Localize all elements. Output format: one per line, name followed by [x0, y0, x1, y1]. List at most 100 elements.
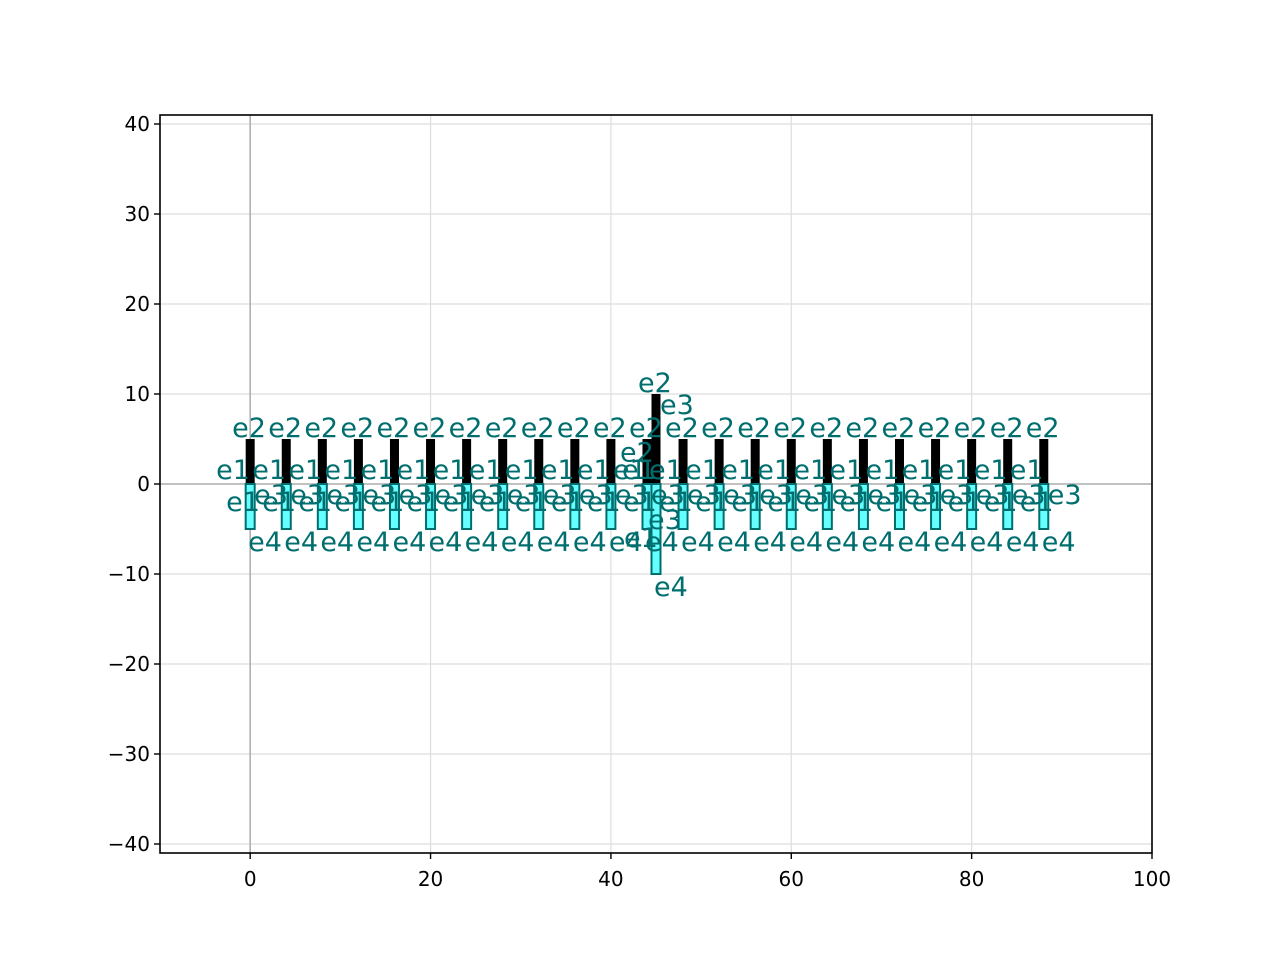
- label-e2: e2: [413, 413, 447, 444]
- label-e4: e4: [609, 527, 643, 558]
- label-e4: e4: [717, 527, 751, 558]
- label-e1: e1: [515, 487, 549, 518]
- lower-bar: [533, 483, 545, 530]
- label-e1: e1: [685, 455, 719, 486]
- label-e3: e3: [398, 480, 432, 511]
- label-e1: e1: [334, 487, 368, 518]
- label-e1: e1: [731, 487, 765, 518]
- label-e3: e3: [362, 480, 396, 511]
- label-e3: e3: [471, 480, 505, 511]
- label-e1: e1: [469, 455, 503, 486]
- label-e1: e1: [902, 455, 936, 486]
- lower-bar: [650, 483, 662, 575]
- label-e2: e2: [990, 413, 1024, 444]
- label-e1: e1: [875, 487, 909, 518]
- upper-bar: [426, 439, 436, 484]
- lower-bar: [857, 483, 869, 530]
- x-tick-label: 40: [598, 867, 623, 891]
- lower-bar: [280, 483, 292, 530]
- label-e1: e1: [984, 487, 1018, 518]
- upper-bar: [822, 439, 832, 484]
- y-tick-label: 10: [125, 382, 150, 406]
- label-e1: e1: [757, 455, 791, 486]
- label-e4: e4: [753, 527, 787, 558]
- glyph-marks: [244, 394, 1050, 575]
- label-e4: e4: [645, 527, 679, 558]
- upper-bar: [570, 439, 580, 484]
- lower-bar: [966, 483, 978, 530]
- label-e3: e3: [940, 480, 974, 511]
- label-e1: e1: [1020, 487, 1054, 518]
- label-e1: e1: [721, 455, 755, 486]
- label-e1: e1: [624, 523, 658, 554]
- upper-bar: [1039, 439, 1049, 484]
- label-e3: e3: [648, 505, 682, 536]
- lower-bar: [1038, 483, 1050, 530]
- label-e4: e4: [970, 527, 1004, 558]
- label-e4: e4: [284, 527, 318, 558]
- label-e4: e4: [501, 527, 535, 558]
- label-e2: e2: [620, 438, 654, 469]
- label-e1: e1: [407, 487, 441, 518]
- upper-bar: [642, 439, 652, 484]
- label-e1: e1: [262, 487, 296, 518]
- label-e1: e1: [938, 455, 972, 486]
- label-e3: e3: [615, 480, 649, 511]
- label-e3: e3: [867, 480, 901, 511]
- label-e1: e1: [226, 487, 260, 518]
- label-e1: e1: [829, 455, 863, 486]
- label-e2: e2: [665, 413, 699, 444]
- lower-bar: [893, 483, 905, 530]
- upper-bar: [858, 439, 868, 484]
- lower-bar: [821, 483, 833, 530]
- label-e3: e3: [507, 480, 541, 511]
- label-e3: e3: [831, 480, 865, 511]
- label-e2: e2: [449, 413, 483, 444]
- label-e1: e1: [659, 487, 693, 518]
- label-e4: e4: [1042, 527, 1076, 558]
- label-e3: e3: [326, 480, 360, 511]
- upper-bar: [1003, 439, 1013, 484]
- upper-bar: [786, 439, 796, 484]
- lower-bar: [425, 483, 437, 530]
- lower-bar: [461, 483, 473, 530]
- y-tick-label: −40: [108, 832, 150, 856]
- label-e2: e2: [232, 413, 266, 444]
- x-tick-label: 20: [418, 867, 443, 891]
- y-tick-label: 20: [125, 292, 150, 316]
- x-tick-label: 0: [244, 867, 257, 891]
- label-e3: e3: [1048, 480, 1082, 511]
- label-e2: e2: [485, 413, 519, 444]
- y-tick-label: 40: [125, 112, 150, 136]
- upper-bar: [245, 439, 255, 484]
- label-e1: e1: [695, 487, 729, 518]
- label-e4: e4: [356, 527, 390, 558]
- upper-bar: [353, 439, 363, 484]
- lower-bar: [785, 483, 797, 530]
- label-e4: e4: [681, 527, 715, 558]
- label-e3: e3: [651, 480, 685, 511]
- label-e3: e3: [903, 480, 937, 511]
- lower-bar: [749, 483, 761, 530]
- label-e1: e1: [551, 487, 585, 518]
- lower-bar: [388, 483, 400, 530]
- upper-bar: [894, 439, 904, 484]
- label-e3: e3: [579, 480, 613, 511]
- label-e4: e4: [248, 527, 282, 558]
- label-e2: e2: [340, 413, 374, 444]
- label-e1: e1: [623, 487, 657, 518]
- lower-bar: [569, 483, 581, 530]
- lower-bar: [605, 483, 617, 530]
- upper-bar: [750, 439, 760, 484]
- label-e1: e1: [288, 455, 322, 486]
- upper-bar: [678, 439, 688, 484]
- label-e1: e1: [839, 487, 873, 518]
- label-e1: e1: [479, 487, 513, 518]
- label-e2: e2: [918, 413, 952, 444]
- label-e4: e4: [429, 527, 463, 558]
- lower-bar: [713, 483, 725, 530]
- axis-ticks: 0 20 40 60 80 100 −40 −30 −20 −10 0 10 20 30 40: [108, 112, 1171, 891]
- label-e4: e4: [861, 527, 895, 558]
